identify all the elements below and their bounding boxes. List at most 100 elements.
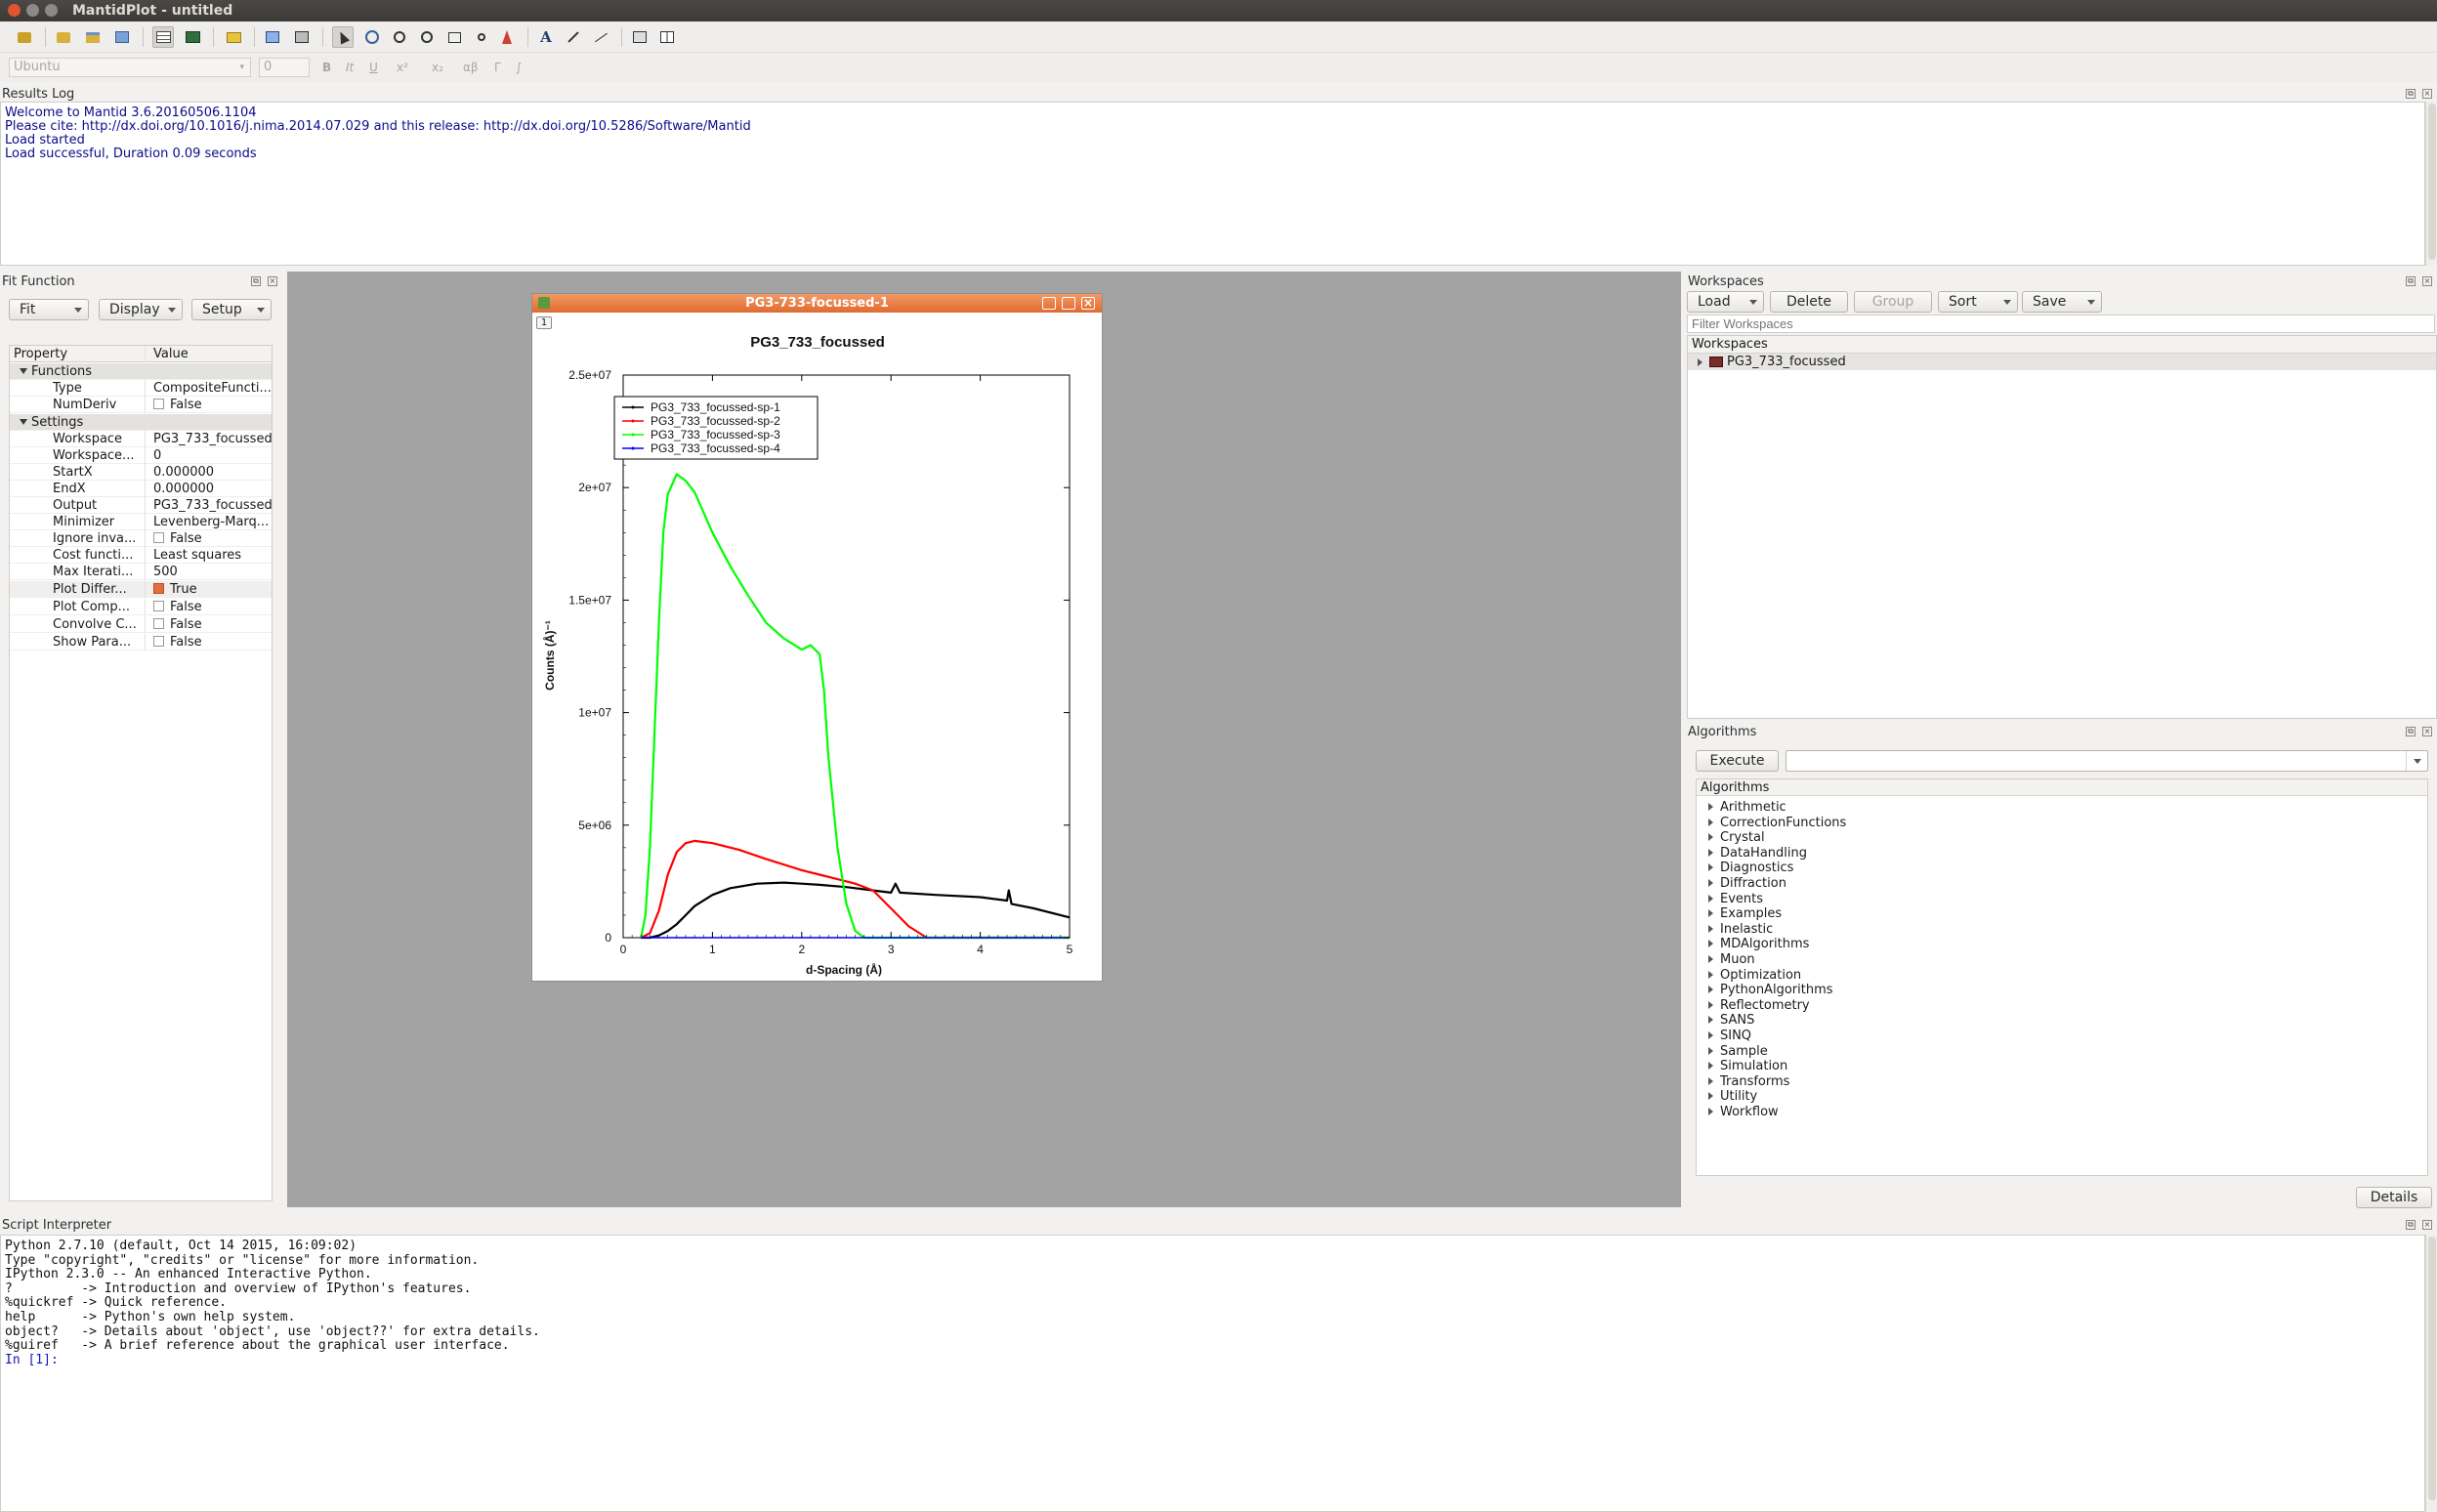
add-text-icon[interactable]: A [540, 28, 552, 46]
rescale-icon[interactable] [443, 26, 465, 48]
details-button[interactable]: Details [2356, 1187, 2432, 1208]
maximize-plot-icon[interactable] [1062, 297, 1075, 310]
algorithm-category[interactable]: Simulation [1707, 1059, 1788, 1074]
data-reader-icon[interactable] [471, 26, 492, 48]
chart[interactable]: PG3_733_focussed 0 1 2 3 4 5 0 5e+06 1e+07 1.5e+0… [532, 314, 1102, 982]
add-line-icon[interactable] [590, 26, 611, 48]
results-log-scrollbar[interactable] [2425, 102, 2437, 266]
font-size-spinbox[interactable]: 0 [259, 58, 310, 77]
algorithm-category[interactable]: Utility [1707, 1089, 1758, 1105]
results-log[interactable]: Welcome to Mantid 3.6.20160506.1104 Plea… [0, 102, 2425, 266]
property-row[interactable]: Max Iterati... 500 [10, 564, 272, 580]
float-dock-icon[interactable]: ⧉ [251, 276, 261, 286]
group-button[interactable]: Group [1854, 291, 1932, 313]
setup-button[interactable]: Setup [191, 299, 272, 320]
algorithm-category[interactable]: Diffraction [1708, 876, 1786, 891]
algorithm-tree[interactable]: Algorithms Arithmetic CorrectionFunctions… [1696, 778, 2428, 1176]
zoom-in-icon[interactable] [389, 26, 410, 48]
script-interpreter-console[interactable]: Python 2.7.10 (default, Oct 14 2015, 16:… [0, 1235, 2425, 1512]
property-row[interactable]: Show Para... False [10, 634, 272, 651]
add-image-icon[interactable] [629, 26, 651, 48]
greek-lower-button[interactable]: αβ [463, 61, 479, 74]
manage-data-icon[interactable] [111, 26, 133, 48]
workspace-item[interactable]: PG3_733_focussed [1688, 354, 2436, 370]
float-dock-icon[interactable]: ⧉ [2406, 89, 2416, 99]
add-layout-icon[interactable] [656, 26, 678, 48]
float-dock-icon[interactable]: ⧉ [2406, 727, 2416, 736]
property-row[interactable]: Plot Differ... True [10, 581, 272, 598]
property-row[interactable]: Plot Comp... False [10, 599, 272, 615]
subscript-button[interactable]: x₂ [432, 61, 443, 74]
algorithm-category[interactable]: Optimization [1707, 967, 1802, 983]
close-dock-icon[interactable]: × [2422, 89, 2432, 99]
italic-button[interactable]: It [346, 61, 355, 74]
algorithm-category[interactable]: Reflectometry [1708, 997, 1810, 1013]
expand-arrow-icon[interactable] [1698, 358, 1702, 366]
algorithm-category[interactable]: Sample [1708, 1043, 1768, 1059]
algorithm-category[interactable]: Diagnostics [1707, 861, 1794, 876]
algorithm-category[interactable]: Crystal [1708, 830, 1765, 846]
close-dock-icon[interactable]: × [2422, 276, 2432, 286]
new-note-icon[interactable] [223, 26, 244, 48]
property-row[interactable]: Convolve C... False [10, 616, 272, 633]
load-button[interactable]: Load [1687, 291, 1764, 313]
property-row[interactable]: EndX 0.000000 [10, 481, 272, 497]
property-row[interactable]: NumDeriv False [10, 397, 272, 413]
maximize-window-icon[interactable] [45, 4, 58, 17]
zoom-out-icon[interactable] [416, 26, 438, 48]
checkbox[interactable] [153, 636, 164, 647]
execute-button[interactable]: Execute [1696, 750, 1779, 772]
close-dock-icon[interactable]: × [2422, 1220, 2432, 1230]
algorithm-category[interactable]: Workflow [1708, 1105, 1779, 1119]
filter-workspaces-input[interactable] [1687, 315, 2435, 333]
arrange-layers-icon[interactable] [291, 26, 313, 48]
plot-window[interactable]: PG3-733-focussed-1 × 1 PG3_733_focussed … [531, 293, 1103, 982]
minimize-plot-icon[interactable] [1042, 297, 1056, 310]
underline-button[interactable]: U [369, 61, 378, 74]
group-functions[interactable]: Functions [10, 363, 272, 380]
plot-window-titlebar[interactable]: PG3-733-focussed-1 × [532, 294, 1102, 313]
open-file-icon[interactable] [82, 26, 104, 48]
pan-tool-icon[interactable] [361, 26, 383, 48]
algorithm-category[interactable]: Transforms [1707, 1073, 1790, 1089]
float-dock-icon[interactable]: ⧉ [2406, 276, 2416, 286]
property-row[interactable]: Minimizer Levenberg-Marq... [10, 514, 272, 530]
property-row[interactable]: StartX 0.000000 [10, 464, 272, 481]
sort-button[interactable]: Sort [1938, 291, 2018, 313]
bold-button[interactable]: B [322, 61, 332, 74]
checkbox[interactable] [153, 399, 164, 409]
algorithm-category[interactable]: PythonAlgorithms [1708, 983, 1833, 998]
property-row[interactable]: Workspace PG3_733_focussed [10, 431, 272, 447]
algorithm-category[interactable]: CorrectionFunctions [1707, 815, 1847, 830]
close-dock-icon[interactable]: × [268, 276, 277, 286]
minimize-window-icon[interactable] [26, 4, 39, 17]
pointer-tool-icon[interactable] [332, 26, 354, 48]
checkbox[interactable] [153, 532, 164, 543]
display-button[interactable]: Display [99, 299, 183, 320]
checkbox[interactable] [153, 601, 164, 611]
open-folder-icon[interactable] [53, 26, 74, 48]
property-row[interactable]: Output PG3_733_focussed [10, 497, 272, 514]
algorithm-category[interactable]: DataHandling [1708, 845, 1807, 861]
console-prompt[interactable]: In [1]: [5, 1352, 59, 1367]
close-window-icon[interactable] [8, 4, 21, 17]
algorithm-category[interactable]: SANS [1707, 1013, 1755, 1029]
fit-property-browser[interactable]: Property Value Functions Type CompositeFu… [9, 345, 273, 1201]
algorithm-category[interactable]: Examples [1707, 906, 1783, 922]
group-settings[interactable]: Settings [10, 414, 272, 431]
algorithm-category[interactable]: MDAlgorithms [1707, 937, 1810, 952]
algorithm-category[interactable]: SINQ [1707, 1029, 1752, 1043]
property-row[interactable]: Ignore inva... False [10, 530, 272, 547]
algorithm-category[interactable]: Muon [1708, 952, 1755, 967]
float-dock-icon[interactable]: ⧉ [2406, 1220, 2416, 1230]
fit-button[interactable]: Fit [9, 299, 89, 320]
algorithm-category[interactable]: Inelastic [1707, 921, 1774, 937]
algorithm-category[interactable]: Arithmetic [1708, 800, 1786, 815]
new-matrix-icon[interactable] [182, 26, 203, 48]
save-button[interactable]: Save [2022, 291, 2102, 313]
algorithm-search-combo[interactable] [1786, 750, 2428, 772]
script-scrollbar[interactable] [2425, 1235, 2437, 1512]
greek-upper-button[interactable]: Γ [494, 61, 501, 74]
algorithm-category[interactable]: Events [1707, 891, 1764, 906]
property-row[interactable]: Workspace... 0 [10, 447, 272, 464]
